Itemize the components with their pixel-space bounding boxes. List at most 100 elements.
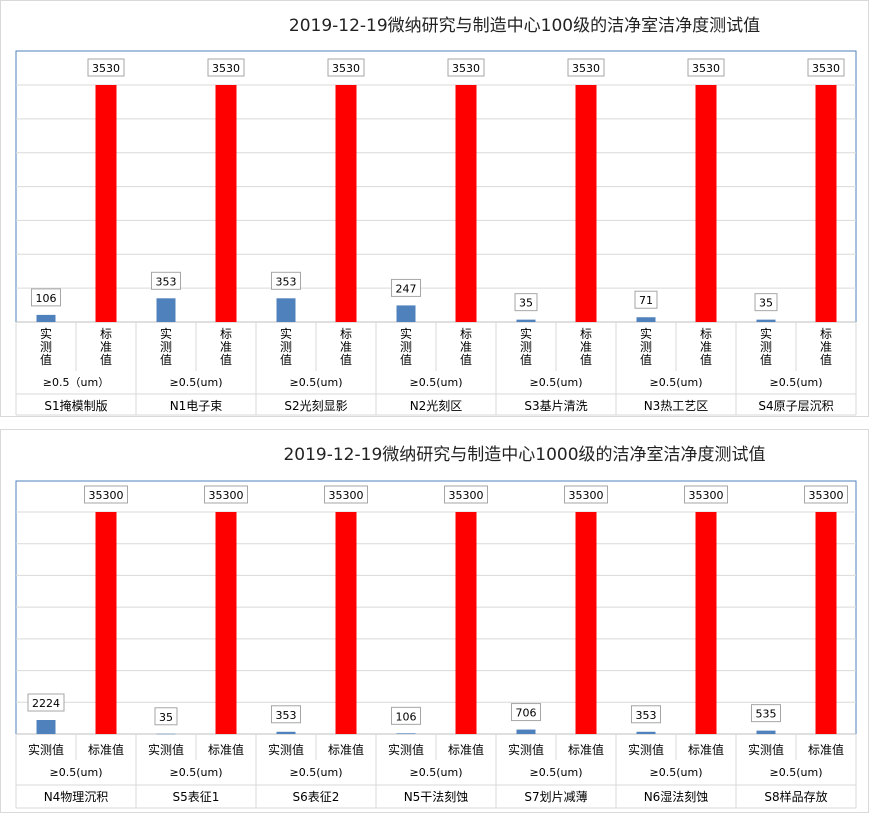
data-label: 706: [516, 707, 537, 720]
bar-measured: [516, 319, 536, 322]
data-label-box: [84, 485, 128, 504]
category-label: S7划片减薄: [524, 789, 587, 804]
bar-measured: [756, 319, 776, 322]
series-label: 标准值: [808, 742, 844, 757]
data-label: 35: [159, 711, 173, 724]
chart-panel-1000: 2019-12-19微纳研究与制造中心1000级的洁净室洁净度测试值 2224 实…: [0, 429, 869, 813]
series-label-char: 实: [400, 326, 412, 341]
data-label-box: [684, 485, 728, 504]
data-label: 353: [156, 275, 177, 288]
data-label: 3530: [332, 62, 360, 75]
bar-measured: [636, 317, 656, 322]
series-label-char: 标: [580, 327, 592, 341]
series-label-char: 实: [640, 326, 652, 341]
category-label: N4物理沉积: [44, 790, 109, 804]
data-label-box: [511, 703, 541, 722]
data-label-box: [804, 485, 848, 504]
data-label-box: [444, 485, 488, 504]
particle-size-label: ≥0.5(um): [530, 376, 583, 389]
bar-measured: [396, 305, 416, 322]
data-label: 35300: [569, 489, 604, 502]
particle-size-label: ≥0.5（um）: [43, 376, 109, 389]
data-label: 35300: [89, 489, 124, 502]
data-label-box: [754, 293, 778, 312]
series-label: 标准值: [568, 742, 604, 757]
series-label-char: 值: [280, 352, 292, 367]
data-label: 3530: [452, 62, 480, 75]
series-label-char: 实: [160, 326, 172, 341]
series-label-char: 标: [220, 327, 232, 341]
series-label: 实测值: [148, 742, 184, 757]
category-label: S5表征1: [173, 790, 220, 804]
bar-measured: [516, 729, 536, 734]
particle-size-label: ≥0.5(um): [50, 766, 103, 779]
bar-standard: [215, 512, 237, 734]
data-label: 3530: [692, 62, 720, 75]
category-label: S2光刻显影: [284, 399, 347, 413]
series-label-char: 标: [100, 327, 112, 341]
data-label: 2224: [32, 697, 60, 710]
series-label-char: 实: [760, 326, 772, 341]
particle-size-label: ≥0.5(um): [410, 376, 463, 389]
data-label-box: [447, 58, 485, 77]
series-label: 实测值: [748, 742, 784, 757]
series-label-char: 实: [280, 326, 292, 341]
particle-size-label: ≥0.5(um): [770, 766, 823, 779]
series-label-char: 准: [820, 340, 832, 354]
bar-standard: [215, 85, 237, 322]
category-label: N1电子束: [170, 399, 223, 413]
category-label: S8样品存放: [764, 789, 827, 804]
data-label-box: [514, 293, 538, 312]
bar-measured: [276, 731, 296, 734]
bar-standard: [575, 85, 597, 322]
data-label: 35300: [329, 489, 364, 502]
chart-panel-100: 2019-12-19微纳研究与制造中心100级的洁净室洁净度测试值 106 实测值…: [0, 0, 869, 417]
data-label-box: [271, 271, 301, 290]
data-label-box: [31, 288, 61, 307]
category-label: S4原子层沉积: [758, 399, 833, 413]
bar-standard: [455, 512, 477, 734]
bar-standard: [455, 85, 477, 322]
bar-standard: [575, 512, 597, 734]
series-label-char: 值: [160, 352, 172, 367]
data-label-box: [634, 290, 658, 309]
series-label-char: 测: [40, 340, 52, 354]
data-label: 106: [396, 710, 417, 723]
data-label: 247: [396, 282, 417, 295]
data-label-box: [327, 58, 365, 77]
chart-title: 2019-12-19微纳研究与制造中心1000级的洁净室洁净度测试值: [283, 445, 766, 465]
series-label-char: 值: [460, 352, 472, 367]
data-label: 35: [519, 297, 533, 310]
series-label-char: 标: [820, 327, 832, 341]
series-label: 实测值: [508, 742, 544, 757]
data-label-box: [87, 58, 125, 77]
bar-measured: [276, 298, 296, 322]
series-label-char: 值: [340, 352, 352, 367]
data-label: 35300: [809, 489, 844, 502]
series-label-char: 测: [760, 340, 772, 354]
particle-size-label: ≥0.5(um): [290, 766, 343, 779]
data-label-box: [207, 58, 245, 77]
series-label: 实测值: [268, 742, 304, 757]
data-label: 535: [756, 708, 777, 721]
data-label: 3530: [572, 62, 600, 75]
series-label-char: 值: [40, 352, 52, 367]
category-label: S1掩模制版: [44, 399, 107, 413]
series-label-char: 标: [340, 327, 352, 341]
series-label: 标准值: [208, 742, 244, 757]
particle-size-label: ≥0.5(um): [170, 766, 223, 779]
data-label-box: [564, 485, 608, 504]
series-label-char: 测: [400, 340, 412, 354]
series-label-char: 值: [700, 352, 712, 367]
data-label: 35300: [209, 489, 244, 502]
series-label-char: 测: [520, 340, 532, 354]
data-label: 106: [36, 292, 57, 305]
category-label: N6湿法刻蚀: [644, 789, 709, 804]
particle-size-label: ≥0.5(um): [530, 766, 583, 779]
series-label: 实测值: [628, 742, 664, 757]
series-label: 实测值: [28, 742, 64, 757]
bar-standard: [815, 85, 837, 322]
particle-size-label: ≥0.5(um): [290, 376, 343, 389]
series-label-char: 值: [760, 352, 772, 367]
data-label-box: [271, 705, 301, 724]
